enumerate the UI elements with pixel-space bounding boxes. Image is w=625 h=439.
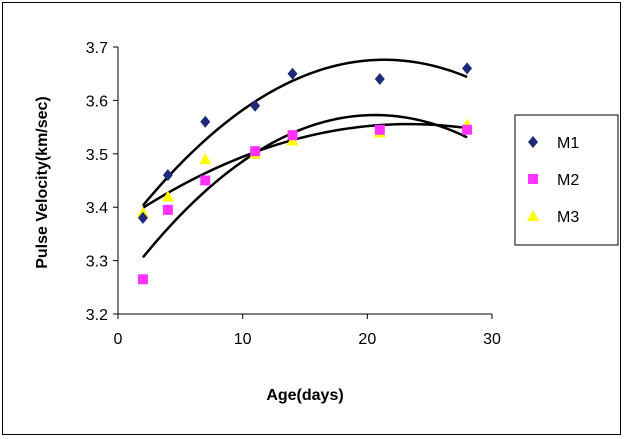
point-m2: [462, 125, 472, 135]
y-tick-label: 3.4: [86, 200, 108, 217]
y-ticks: 3.2 3.3 3.4 3.5 3.6 3.7: [86, 40, 118, 324]
point-m2: [288, 130, 298, 140]
y-tick-label: 3.3: [86, 254, 108, 271]
point-m2: [200, 176, 210, 186]
legend: M1 M2 M3: [515, 115, 618, 245]
x-tick-label: 20: [358, 331, 376, 348]
y-tick-label: 3.7: [86, 40, 108, 57]
point-m1: [250, 100, 260, 112]
x-ticks: 0 10 20 30: [114, 314, 501, 348]
y-tick-label: 3.6: [86, 93, 108, 110]
legend-label-m2: M2: [557, 172, 579, 189]
point-m2: [375, 125, 385, 135]
x-axis-title: Age(days): [266, 387, 343, 404]
point-m1: [288, 68, 298, 80]
trendline-m3: [143, 124, 467, 208]
point-m1: [375, 73, 385, 85]
y-axis-title: Pulse Velocity(km/sec): [34, 96, 51, 269]
legend-label-m3: M3: [557, 209, 579, 226]
trendlines: [143, 60, 467, 258]
point-m1: [462, 62, 472, 74]
point-m1: [200, 116, 210, 128]
data-markers: [137, 62, 473, 284]
trendline-m1: [143, 60, 467, 206]
point-m2: [138, 274, 148, 284]
axes: [118, 47, 492, 314]
legend-label-m1: M1: [557, 135, 579, 152]
point-m2: [250, 146, 260, 156]
legend-marker-m2: [528, 174, 538, 184]
point-m2: [163, 205, 173, 215]
x-tick-label: 30: [483, 331, 501, 348]
x-tick-label: 10: [234, 331, 252, 348]
y-tick-label: 3.5: [86, 147, 108, 164]
point-m3: [199, 153, 211, 164]
y-tick-label: 3.2: [86, 307, 108, 324]
x-tick-label: 0: [114, 331, 123, 348]
